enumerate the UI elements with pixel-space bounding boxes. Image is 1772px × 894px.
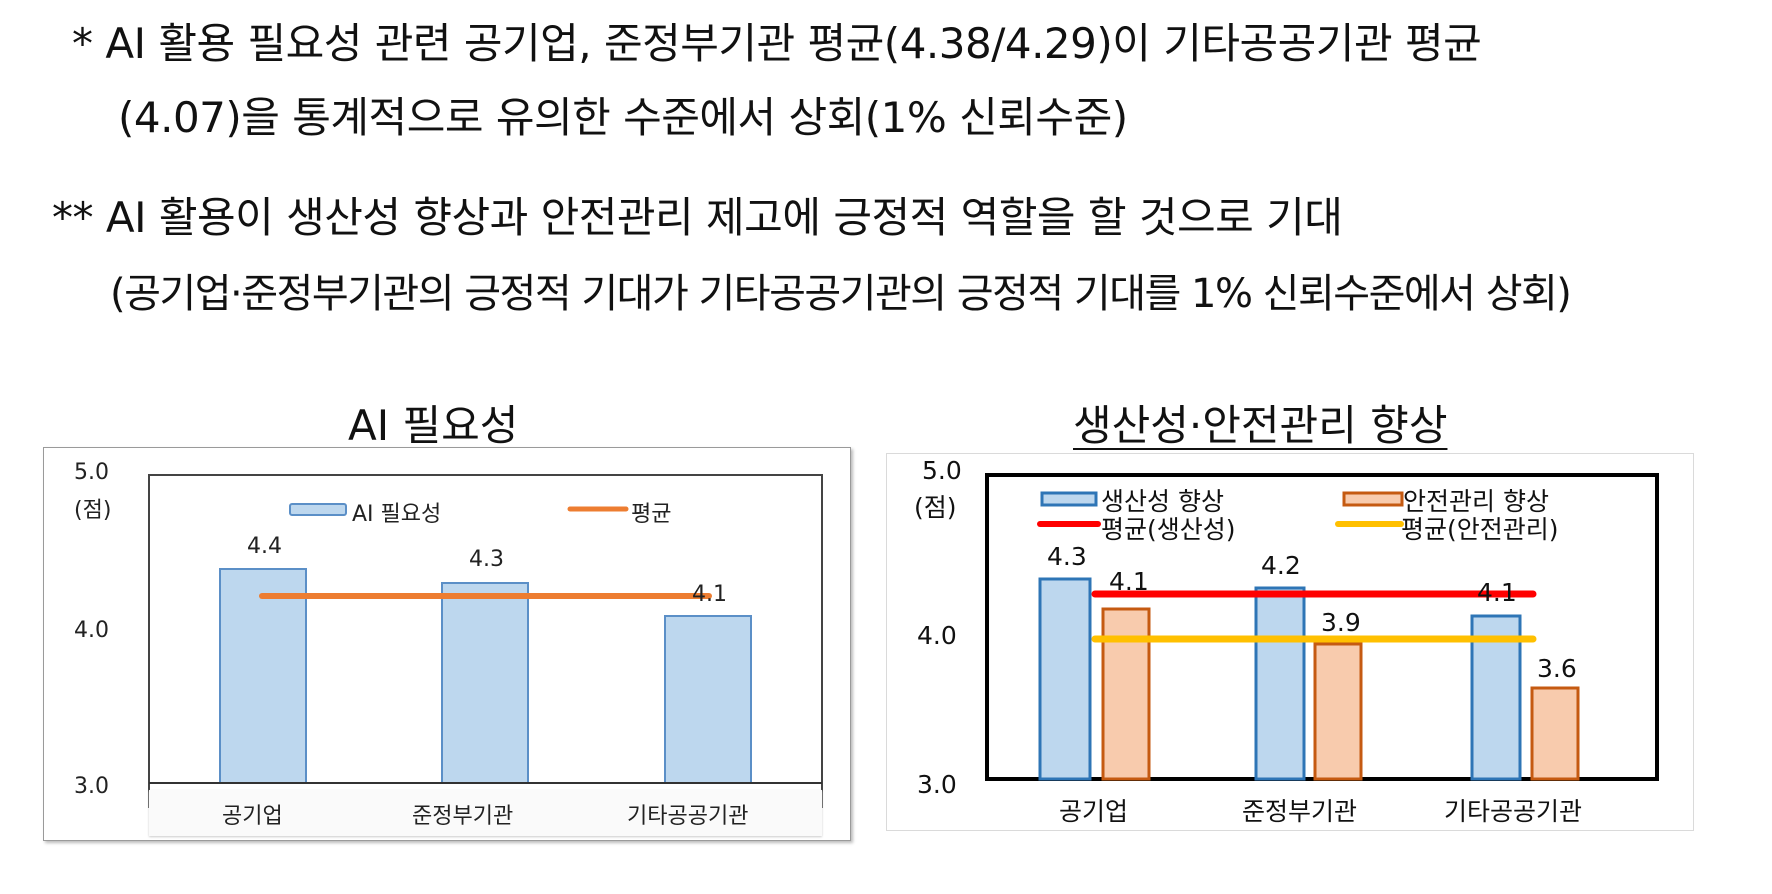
value-label-prod-junjeongbu: 4.2 <box>1261 551 1301 580</box>
value-label-gonggieop: 4.4 <box>247 534 282 559</box>
chart-productivity-safety-plot <box>985 473 1659 781</box>
chart-title-productivity-safety: 생산성·안전관리 향상 <box>1073 401 1448 450</box>
bar-prod-junjeongbu <box>1254 586 1306 781</box>
chart-ai-need-plot <box>148 474 823 808</box>
y-axis-unit: (점) <box>74 498 112 523</box>
note-1-line-1: * AI 활용 필요성 관련 공기업, 준정부기관 평균(4.38/4.29)이… <box>72 19 1482 68</box>
value-label-safety-junjeongbu: 3.9 <box>1321 608 1361 637</box>
value-label-junjeongbu: 4.3 <box>469 547 504 572</box>
x-label-gonggieop: 공기업 <box>1059 797 1129 826</box>
legend-average: 평균 <box>631 502 672 527</box>
value-label-gitagonggong: 4.1 <box>692 582 727 607</box>
bar-ai-need-junjeongbu <box>441 582 529 784</box>
y-tick-3: 3.0 <box>74 774 109 799</box>
note-2-line-2: (공기업·준정부기관의 긍정적 기대가 기타공공기관의 긍정적 기대를 1% 신… <box>110 271 1572 317</box>
bar-prod-gitagonggong <box>1470 614 1522 781</box>
y-tick-5: 5.0 <box>74 460 109 485</box>
bar-safety-junjeongbu <box>1313 642 1363 781</box>
y-axis-unit: (점) <box>914 493 957 522</box>
x-label-gitagonggong: 기타공공기관 <box>1444 797 1583 826</box>
bar-ai-need-gonggieop <box>219 568 307 784</box>
legend-productivity: 생산성 향상 <box>1101 487 1224 516</box>
chart-ai-need: 5.0 (점) 4.0 3.0 AI 필요성 평균 4.4 4.3 4.1 공기… <box>43 447 851 841</box>
x-label-junjeongbu: 준정부기관 <box>1242 797 1358 826</box>
bar-ai-need-gitagonggong <box>664 615 752 784</box>
x-label-junjeongbu: 준정부기관 <box>412 804 514 829</box>
chart-title-ai-need: AI 필요성 <box>348 401 519 450</box>
legend-avg-productivity: 평균(생산성) <box>1101 515 1236 544</box>
legend-safety: 안전관리 향상 <box>1403 487 1549 516</box>
value-label-safety-gitagonggong: 3.6 <box>1537 654 1577 683</box>
y-tick-4: 4.0 <box>917 621 957 650</box>
y-tick-5: 5.0 <box>922 456 962 485</box>
x-label-gonggieop: 공기업 <box>222 804 283 829</box>
legend-ai-need: AI 필요성 <box>352 502 442 527</box>
bar-safety-gitagonggong <box>1530 686 1580 781</box>
x-axis-band <box>149 790 822 836</box>
legend-avg-safety: 평균(안전관리) <box>1401 515 1559 544</box>
chart-productivity-safety: 5.0 (점) 4.0 3.0 생산성 향상 안전관리 향상 평균(생산성) 평… <box>886 453 1694 831</box>
value-label-prod-gonggieop: 4.3 <box>1047 542 1087 571</box>
y-tick-3: 3.0 <box>917 770 957 799</box>
bar-prod-gonggieop <box>1038 577 1092 781</box>
note-1-line-2: (4.07)을 통계적으로 유의한 수준에서 상회(1% 신뢰수준) <box>118 93 1128 142</box>
note-2-line-1: ** AI 활용이 생산성 향상과 안전관리 제고에 긍정적 역할을 할 것으로… <box>52 193 1343 242</box>
x-label-gitagonggong: 기타공공기관 <box>627 804 749 829</box>
value-label-safety-gonggieop: 4.1 <box>1109 567 1149 596</box>
bar-safety-gonggieop <box>1101 607 1151 781</box>
y-tick-4: 4.0 <box>74 618 109 643</box>
value-label-prod-gitagonggong: 4.1 <box>1477 578 1517 607</box>
